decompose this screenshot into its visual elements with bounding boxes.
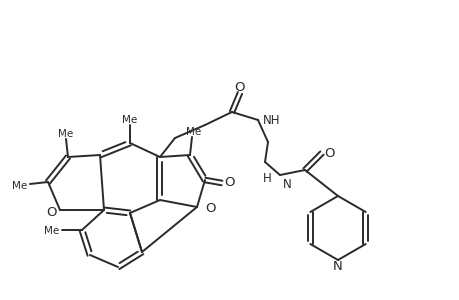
Text: N: N <box>282 178 291 191</box>
Text: O: O <box>324 146 335 160</box>
Text: H: H <box>263 172 271 185</box>
Text: Me: Me <box>186 127 201 137</box>
Text: Me: Me <box>122 115 137 125</box>
Text: O: O <box>234 80 245 94</box>
Text: Me: Me <box>58 129 73 139</box>
Text: O: O <box>224 176 235 190</box>
Text: NH: NH <box>263 113 280 127</box>
Text: Me: Me <box>44 226 59 236</box>
Text: N: N <box>332 260 342 272</box>
Text: Me: Me <box>12 181 27 191</box>
Text: O: O <box>47 206 57 218</box>
Text: O: O <box>205 202 215 215</box>
